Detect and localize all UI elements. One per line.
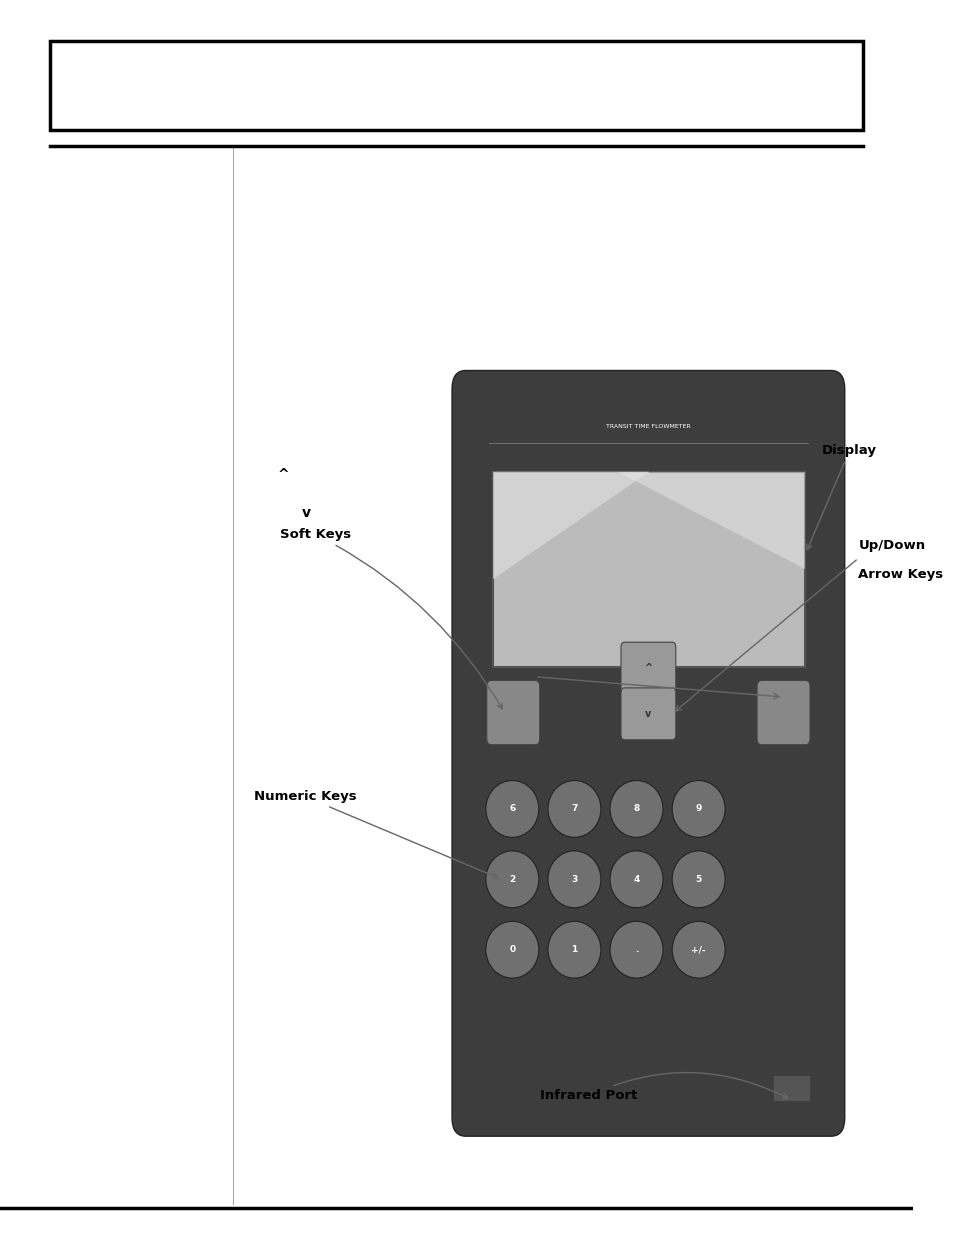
Bar — [774, 1076, 808, 1100]
Text: Infrared Port: Infrared Port — [539, 1072, 787, 1103]
Text: Soft Keys: Soft Keys — [280, 529, 502, 709]
Ellipse shape — [485, 921, 538, 978]
Ellipse shape — [547, 851, 600, 908]
FancyBboxPatch shape — [486, 680, 539, 745]
Text: .: . — [634, 945, 638, 955]
FancyBboxPatch shape — [757, 680, 809, 745]
Text: Up/Down: Up/Down — [858, 538, 924, 552]
Ellipse shape — [547, 921, 600, 978]
Ellipse shape — [609, 851, 662, 908]
Polygon shape — [493, 472, 649, 579]
Text: 5: 5 — [695, 874, 701, 884]
Text: Numeric Keys: Numeric Keys — [253, 790, 497, 878]
Text: +/-: +/- — [691, 945, 705, 955]
FancyBboxPatch shape — [620, 688, 675, 740]
Text: 0: 0 — [509, 945, 515, 955]
Ellipse shape — [485, 781, 538, 837]
Polygon shape — [618, 472, 804, 569]
Ellipse shape — [672, 851, 724, 908]
Ellipse shape — [547, 781, 600, 837]
Ellipse shape — [609, 781, 662, 837]
Text: 9: 9 — [695, 804, 701, 814]
Text: 6: 6 — [509, 804, 515, 814]
Ellipse shape — [672, 781, 724, 837]
Text: ^: ^ — [643, 663, 652, 673]
Ellipse shape — [609, 921, 662, 978]
Text: TRANSIT TIME FLOWMETER: TRANSIT TIME FLOWMETER — [605, 424, 690, 429]
FancyBboxPatch shape — [452, 370, 843, 1136]
Text: 4: 4 — [633, 874, 639, 884]
Text: Display: Display — [806, 445, 876, 550]
Bar — [51, 41, 862, 130]
Text: 8: 8 — [633, 804, 639, 814]
Text: 2: 2 — [509, 874, 515, 884]
Text: v: v — [301, 505, 310, 520]
FancyBboxPatch shape — [620, 642, 675, 694]
Bar — [493, 472, 804, 667]
Text: ^: ^ — [277, 468, 289, 483]
Ellipse shape — [672, 921, 724, 978]
Text: v: v — [644, 709, 651, 719]
Text: 7: 7 — [571, 804, 577, 814]
Text: 3: 3 — [571, 874, 577, 884]
Ellipse shape — [485, 851, 538, 908]
Text: Arrow Keys: Arrow Keys — [858, 568, 943, 582]
Text: 1: 1 — [571, 945, 577, 955]
